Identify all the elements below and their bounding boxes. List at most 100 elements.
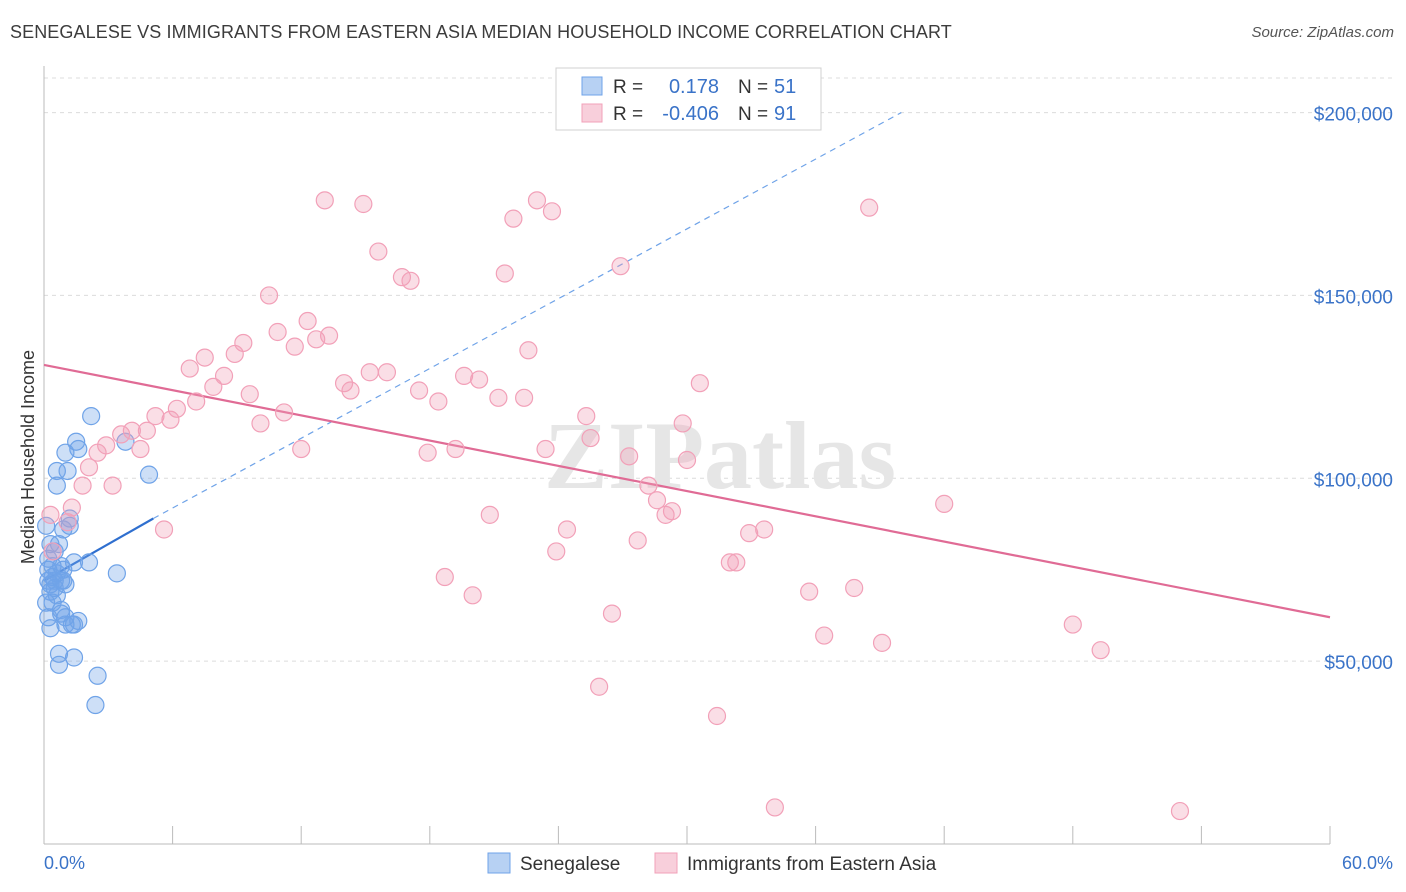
eastern-asia-point [495,264,514,283]
senegalese-point [86,695,105,715]
n-label: N = [738,104,768,125]
series-legend-swatch [487,852,511,874]
eastern-asia-point [1170,801,1190,821]
senegalese-point [47,476,66,495]
eastern-asia-point [131,439,150,459]
y-axis-label: Median Household Income [18,350,38,564]
eastern-asia-point [480,505,499,524]
eastern-asia-point [62,498,81,517]
scatter-points [37,191,1190,821]
eastern-asia-point [845,578,864,598]
eastern-asia-point [315,191,334,210]
eastern-asia-point [167,399,186,418]
eastern-asia-point [377,363,397,382]
eastern-asia-point [720,553,739,572]
eastern-asia-point [154,520,174,539]
eastern-asia-point [319,326,339,345]
eastern-asia-point [673,414,692,433]
r-label: R = [613,77,643,98]
senegalese-point [49,535,69,554]
stats-legend-swatch [581,103,603,123]
eastern-asia-point [285,337,304,356]
senegalese-point [69,611,88,631]
eastern-asia-point [740,524,759,543]
eastern-asia-point [581,428,600,448]
series-legend-label: Senegalese [520,854,620,875]
senegalese-point [64,553,84,572]
eastern-asia-point [268,322,287,342]
eastern-asia-point [146,407,165,426]
eastern-asia-point [341,381,360,400]
eastern-asia-point [214,366,234,385]
eastern-asia-point [647,491,667,510]
eastern-asia-point [755,520,774,539]
eastern-asia-point [292,439,311,459]
y-tick-label: $100,000 [1314,470,1393,491]
senegalese-point [67,432,86,451]
eastern-asia-point [815,626,834,645]
eastern-asia-point [122,421,141,440]
eastern-asia-point [628,531,647,550]
eastern-asia-point [180,359,199,378]
eastern-asia-point [446,439,465,459]
eastern-asia-point [765,798,784,817]
senegalese-point [82,407,101,426]
eastern-asia-point [334,374,354,393]
eastern-asia-point [161,410,180,429]
eastern-asia-point [639,476,658,495]
senegalese-point [69,439,88,459]
n-value: 91 [774,103,796,125]
eastern-asia-point [103,476,122,495]
eastern-asia-point [195,348,214,367]
eastern-asia-point [590,677,609,696]
senegalese-point [39,571,58,590]
eastern-asia-point [489,388,508,407]
senegalese-point [41,619,60,638]
series-legend-label: Immigrants from Eastern Asia [687,854,937,875]
eastern-asia-point [536,439,555,459]
eastern-asia-point [469,370,489,389]
chart-title: SENEGALESE VS IMMIGRANTS FROM EASTERN AS… [10,22,952,42]
eastern-asia-point [547,542,566,561]
n-value: 51 [774,76,796,98]
eastern-asia-point [41,505,60,524]
eastern-asia-point [542,202,562,221]
senegalese-trend-extension [153,112,902,520]
y-tick-label: $150,000 [1314,287,1393,308]
eastern-asia-trend-line [43,363,1331,619]
eastern-asia-point [112,425,131,444]
eastern-asia-point [418,443,437,462]
series-legend-swatch [654,852,678,874]
senegalese-point [58,461,77,481]
senegalese-point [64,648,84,667]
eastern-asia-point [1063,615,1082,634]
eastern-asia-point [429,392,448,411]
eastern-asia-point [204,377,223,396]
eastern-asia-point [73,476,92,495]
y-tick-label: $50,000 [1324,653,1393,674]
n-label: N = [738,77,768,98]
x-tick-label: 60.0% [1342,853,1393,873]
eastern-asia-point [677,450,697,470]
eastern-asia-point [137,421,156,440]
gridlines [44,77,1394,662]
senegalese-point [39,608,58,627]
senegalese-point [49,655,69,674]
eastern-asia-point [251,414,270,433]
eastern-asia-point [187,392,206,411]
senegalese-point [37,516,56,535]
eastern-asia-point [43,542,62,561]
eastern-asia-point [240,385,259,404]
eastern-asia-point [435,567,454,587]
senegalese-point [56,575,75,594]
axes: $50,000 $100,000 $150,000 $200,000 0.0% 60.0% [43,66,1393,873]
senegalese-point [43,593,62,612]
senegalese-point [79,553,99,572]
eastern-asia-point [872,633,892,652]
y-tick-label: $200,000 [1314,105,1393,126]
x-tick-label: 0.0% [44,853,85,873]
eastern-asia-point [360,363,379,382]
senegalese-trend-line [43,517,154,582]
watermark: ZIPatlas [544,402,896,509]
